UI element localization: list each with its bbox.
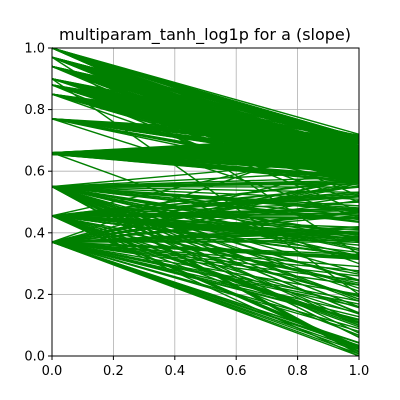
series-line-409 — [51, 215, 360, 297]
series-line-440 — [51, 215, 360, 325]
series-line-475 — [51, 153, 360, 156]
plot-frame — [51, 47, 360, 357]
series-line-478 — [51, 84, 360, 169]
x-axis-ticks: 0.0 0.2 0.4 0.6 0.8 1.0 — [42, 356, 370, 379]
series-line-376 — [51, 186, 360, 217]
y-tick-label: 0.2 — [24, 288, 45, 303]
y-tick-label: 0.6 — [24, 165, 45, 180]
series-line-487 — [51, 93, 360, 171]
series-line-253 — [51, 185, 360, 281]
series-line-447 — [51, 241, 360, 355]
series-line-483 — [51, 56, 360, 139]
series-line-469 — [51, 84, 360, 175]
series-line-349 — [51, 185, 360, 324]
series-line-121 — [51, 185, 360, 308]
series-line-481 — [51, 241, 360, 330]
y-tick-label: 1.0 — [24, 42, 45, 57]
series-line-422 — [51, 93, 360, 185]
series-line-305 — [51, 185, 360, 274]
series-line-410 — [51, 241, 360, 261]
series-line-320 — [51, 241, 360, 256]
x-tick-label: 0.8 — [287, 364, 308, 379]
series-line-479 — [51, 65, 360, 183]
series-line-400 — [51, 177, 360, 243]
x-tick-label: 1.0 — [349, 364, 370, 379]
x-tick-label: 0.6 — [226, 364, 247, 379]
series-line-459 — [51, 47, 360, 163]
series-layer — [51, 47, 360, 357]
series-line-289 — [51, 241, 360, 320]
y-tick-label: 0.8 — [24, 103, 45, 118]
series-line-490 — [51, 142, 360, 155]
series-line-473 — [51, 56, 360, 179]
series-line-362 — [51, 241, 360, 302]
series-line-236 — [51, 185, 360, 252]
series-line-472 — [51, 47, 360, 138]
x-tick-label: 0.4 — [164, 364, 185, 379]
series-line-388 — [51, 215, 360, 220]
x-tick-label: 0.2 — [103, 364, 124, 379]
series-line-462 — [51, 84, 360, 182]
series-line-484 — [51, 147, 360, 155]
series-line-467 — [51, 153, 360, 171]
series-line-480 — [51, 56, 360, 160]
y-axis-ticks: 0.0 0.2 0.4 0.6 0.8 1.0 — [24, 42, 52, 365]
series-line-463 — [51, 78, 360, 152]
y-tick-label: 0.0 — [24, 350, 45, 365]
series-line-51 — [51, 241, 360, 277]
series-line-458 — [51, 185, 360, 211]
series-line-465 — [51, 215, 360, 257]
series-line-450 — [51, 191, 360, 217]
y-tick-label: 0.4 — [24, 226, 45, 241]
series-line-107 — [51, 241, 360, 286]
series-line-489 — [51, 185, 360, 242]
series-line-436 — [51, 136, 360, 155]
series-line-300 — [51, 181, 360, 188]
series-line-476 — [51, 241, 360, 347]
series-line-445 — [51, 185, 360, 257]
chart-title: multiparam_tanh_log1p for a (slope) — [59, 25, 351, 45]
x-tick-label: 0.0 — [42, 364, 63, 379]
series-line-448 — [51, 236, 360, 243]
series-line-57 — [51, 152, 360, 265]
series-line-419 — [51, 215, 360, 238]
series-line-434 — [51, 215, 360, 284]
series-line-396 — [51, 153, 360, 180]
series-line-485 — [51, 231, 360, 243]
series-line-398 — [51, 185, 360, 236]
